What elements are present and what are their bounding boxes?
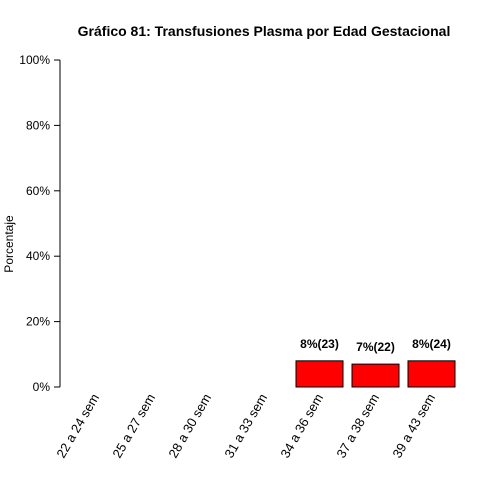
y-tick-label: 60%	[26, 184, 50, 198]
y-axis: 0% 20% 40% 60% 80% 100%	[19, 53, 61, 394]
x-category-label: 39 a 43 sem	[389, 391, 438, 460]
x-category-label: 25 a 27 sem	[109, 391, 158, 460]
bars: 8%(23) 7%(22) 8%(24)	[295, 337, 456, 388]
y-tick-label: 40%	[26, 249, 50, 263]
x-category-label: 37 a 38 sem	[333, 391, 382, 460]
y-tick-label: 100%	[19, 53, 50, 67]
chart-title: Gráfico 81: Transfusiones Plasma por Eda…	[78, 23, 451, 39]
y-axis-label: Porcentaje	[2, 215, 16, 273]
x-category-label: 22 a 24 sem	[53, 391, 102, 460]
bar-data-label: 8%(23)	[300, 337, 339, 351]
bar-data-label: 7%(22)	[356, 340, 395, 354]
y-tick-label: 80%	[26, 118, 50, 132]
y-tick-label: 0%	[33, 380, 51, 394]
x-axis-labels: 22 a 24 sem 25 a 27 sem 28 a 30 sem 31 a 33…	[53, 391, 438, 460]
bar	[407, 360, 456, 388]
y-tick-label: 20%	[26, 315, 50, 329]
x-category-label: 28 a 30 sem	[165, 391, 214, 460]
x-category-label: 31 a 33 sem	[221, 391, 270, 460]
bar	[351, 363, 400, 388]
bar-data-label: 8%(24)	[412, 337, 451, 351]
bar	[295, 360, 344, 388]
x-category-label: 34 a 36 sem	[277, 391, 326, 460]
